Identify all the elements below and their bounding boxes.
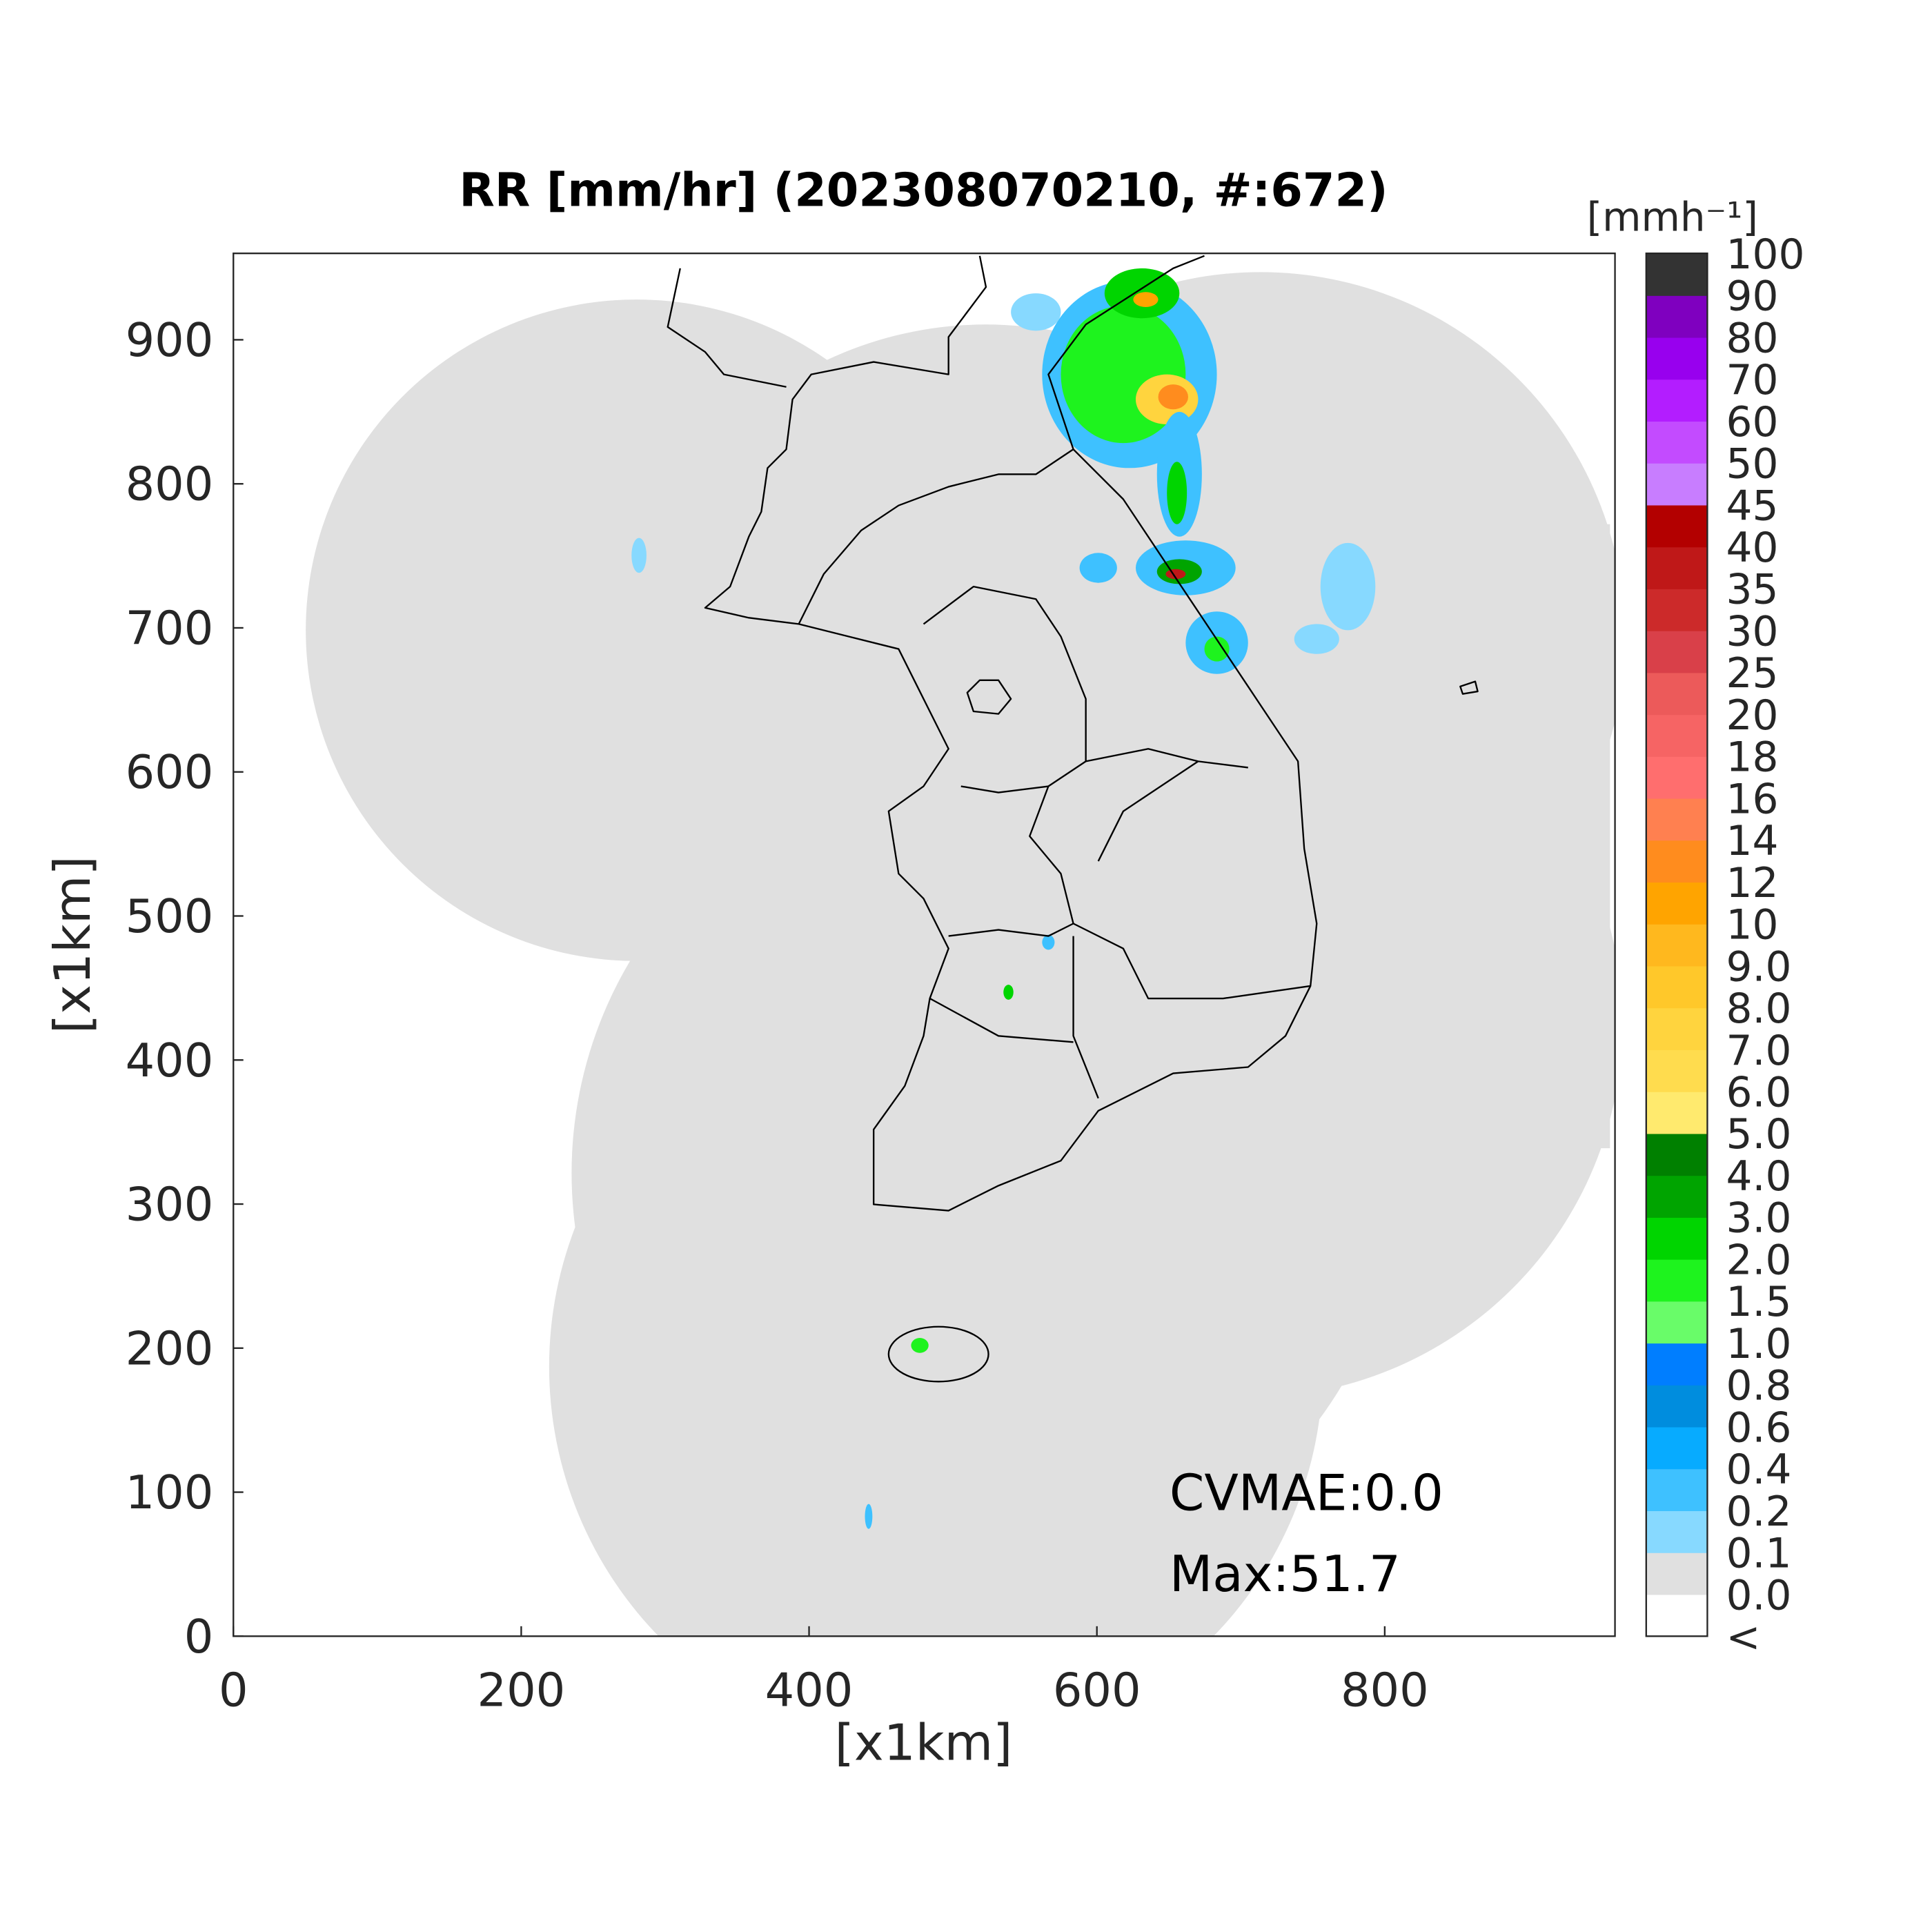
colorbar-segment bbox=[1646, 1594, 1708, 1637]
colorbar-label: 7.0 bbox=[1726, 1027, 1792, 1075]
colorbar-label: 2.0 bbox=[1726, 1236, 1792, 1284]
coastlines bbox=[667, 255, 1479, 1383]
colorbar-label: 0.8 bbox=[1726, 1363, 1792, 1410]
x-tick-label: 0 bbox=[219, 1664, 248, 1717]
colorbar-label: 5.0 bbox=[1726, 1111, 1792, 1159]
colorbar-label: 8.0 bbox=[1726, 985, 1792, 1033]
colorbar-segment bbox=[1646, 1301, 1708, 1344]
colorbar-segment bbox=[1646, 798, 1708, 841]
y-tick-label: 700 bbox=[126, 601, 214, 655]
colorbar-segment bbox=[1646, 1175, 1708, 1218]
colorbar-label: 16 bbox=[1726, 776, 1779, 823]
x-tick-label: 400 bbox=[765, 1664, 854, 1717]
colorbar-segment bbox=[1646, 1510, 1708, 1553]
colorbar-segment bbox=[1646, 253, 1708, 296]
colorbar-segment bbox=[1646, 714, 1708, 757]
colorbar-label: 0.2 bbox=[1726, 1488, 1792, 1536]
radar-coverage bbox=[306, 272, 1615, 1637]
colorbar-label: 18 bbox=[1726, 734, 1779, 782]
y-tick-label: 800 bbox=[126, 457, 214, 511]
colorbar-label: < bbox=[1726, 1614, 1761, 1662]
rain-echoes bbox=[631, 268, 1376, 1529]
colorbar-segment bbox=[1646, 756, 1708, 799]
colorbar-label: 12 bbox=[1726, 860, 1779, 907]
colorbar-segment bbox=[1646, 1091, 1708, 1134]
y-tick-label: 100 bbox=[126, 1466, 214, 1519]
colorbar-label: 20 bbox=[1726, 692, 1779, 740]
colorbar-segment bbox=[1646, 672, 1708, 716]
colorbar-segment bbox=[1646, 1049, 1708, 1092]
colorbar-segment bbox=[1646, 923, 1708, 967]
colorbar-label: 100 bbox=[1726, 231, 1805, 279]
colorbar-segment bbox=[1646, 1468, 1708, 1512]
colorbar-label: 3.0 bbox=[1726, 1195, 1792, 1243]
plot-frame bbox=[233, 253, 1616, 1637]
y-tick-label: 600 bbox=[126, 745, 214, 799]
colorbar-label: 50 bbox=[1726, 441, 1779, 489]
colorbar-segment bbox=[1646, 504, 1708, 548]
colorbar-label: 9.0 bbox=[1726, 943, 1792, 991]
colorbar-segment bbox=[1646, 295, 1708, 338]
y-axis-label: [x1km] bbox=[44, 856, 102, 1034]
colorbar-label: 10 bbox=[1726, 902, 1779, 949]
colorbar-segment bbox=[1646, 462, 1708, 506]
colorbar-segment bbox=[1646, 1343, 1708, 1386]
y-tick-label: 400 bbox=[126, 1034, 214, 1087]
chart-title: RR [mm/hr] (202308070210, #:672) bbox=[459, 163, 1388, 217]
colorbar-label: 1.5 bbox=[1726, 1279, 1792, 1326]
x-tick-label: 800 bbox=[1341, 1664, 1429, 1717]
x-tick-label: 200 bbox=[477, 1664, 566, 1717]
colorbar-label: 0.6 bbox=[1726, 1404, 1792, 1452]
colorbar-segment bbox=[1646, 630, 1708, 673]
colorbar-title: [mmh⁻¹] bbox=[1587, 194, 1758, 241]
colorbar-label: 1.0 bbox=[1726, 1321, 1792, 1368]
colorbar-segment bbox=[1646, 546, 1708, 589]
annotation: CVMAE:0.0 bbox=[1170, 1465, 1443, 1523]
y-tick-label: 0 bbox=[184, 1610, 214, 1664]
colorbar-label: 80 bbox=[1726, 315, 1779, 362]
colorbar-label: 70 bbox=[1726, 357, 1779, 404]
colorbar-label: 14 bbox=[1726, 818, 1779, 865]
colorbar-segment bbox=[1646, 965, 1708, 1009]
colorbar-segment bbox=[1646, 421, 1708, 464]
colorbar-label: 60 bbox=[1726, 399, 1779, 446]
colorbar-label: 45 bbox=[1726, 482, 1779, 530]
colorbar-label: 0.4 bbox=[1726, 1446, 1792, 1494]
colorbar-label: 0.1 bbox=[1726, 1530, 1792, 1578]
colorbar-segment bbox=[1646, 337, 1708, 380]
colorbar-segment bbox=[1646, 1007, 1708, 1050]
colorbar-label: 90 bbox=[1726, 273, 1779, 321]
colorbar-segment bbox=[1646, 882, 1708, 925]
colorbar-segment bbox=[1646, 1384, 1708, 1428]
colorbar-segment bbox=[1646, 1133, 1708, 1176]
y-tick-label: 500 bbox=[126, 889, 214, 943]
colorbar-segment bbox=[1646, 1426, 1708, 1470]
y-tick-label: 300 bbox=[126, 1178, 214, 1232]
annotation: Max:51.7 bbox=[1170, 1546, 1401, 1604]
x-axis-label: [x1km] bbox=[835, 1714, 1013, 1772]
y-tick-label: 900 bbox=[126, 313, 214, 367]
colorbar-label: 40 bbox=[1726, 524, 1779, 572]
colorbar-label: 25 bbox=[1726, 650, 1779, 698]
colorbar-segment bbox=[1646, 379, 1708, 422]
colorbar-segment bbox=[1646, 1259, 1708, 1302]
colorbar-label: 35 bbox=[1726, 566, 1779, 614]
colorbar-segment bbox=[1646, 589, 1708, 631]
x-tick-label: 600 bbox=[1053, 1664, 1141, 1717]
y-tick-label: 200 bbox=[126, 1321, 214, 1375]
colorbar-segment bbox=[1646, 1552, 1708, 1595]
colorbar-frame bbox=[1645, 253, 1708, 1637]
colorbar-label: 4.0 bbox=[1726, 1153, 1792, 1201]
colorbar-label: 6.0 bbox=[1726, 1070, 1792, 1117]
colorbar-segment bbox=[1646, 840, 1708, 883]
colorbar-segment bbox=[1646, 1217, 1708, 1260]
colorbar-label: 0.0 bbox=[1726, 1572, 1792, 1619]
colorbar-label: 30 bbox=[1726, 608, 1779, 656]
